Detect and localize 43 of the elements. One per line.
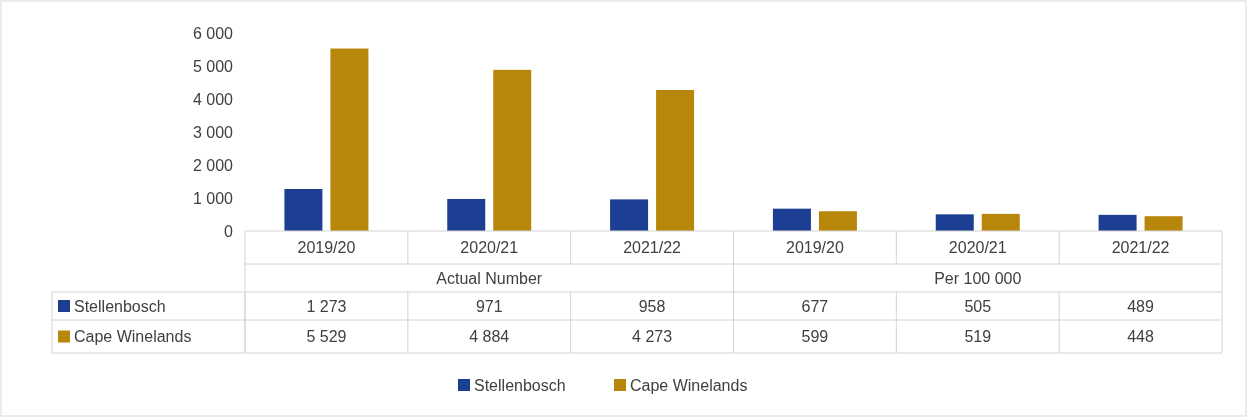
y-tick-label: 4 000 <box>192 90 234 108</box>
data-label: 519 <box>964 328 992 346</box>
data-label: 599 <box>801 328 829 346</box>
x-tick-label: 2019/20 <box>297 239 356 257</box>
data-label: 1 273 <box>306 297 347 315</box>
y-tick-label: 6 000 <box>192 24 234 42</box>
data-label: 5 529 <box>306 328 347 346</box>
text: Actual Number <box>436 269 543 287</box>
x-tick-label: 2020/21 <box>948 239 1007 257</box>
y-tick-label: 0 <box>224 222 234 240</box>
text: Stellenbosch <box>474 376 566 394</box>
bar <box>818 211 857 231</box>
text: Per 100 000 <box>934 269 1022 287</box>
y-tick-label: 3 000 <box>192 123 234 141</box>
data-label: 489 <box>1127 297 1155 315</box>
bar <box>935 214 974 231</box>
data-label: 448 <box>1127 328 1155 346</box>
y-tick-label: 5 000 <box>192 57 234 75</box>
bar <box>493 69 532 231</box>
x-tick-label: 2020/21 <box>460 239 519 257</box>
y-tick-label: 1 000 <box>192 189 234 207</box>
bar <box>447 198 486 231</box>
legend-label: Cape Winelands <box>630 376 748 394</box>
y-tick-label: 2 000 <box>192 156 234 174</box>
data-label: 505 <box>964 297 992 315</box>
bar <box>1144 216 1183 231</box>
bar <box>610 199 649 231</box>
text: Cape Winelands <box>74 328 192 346</box>
data-label: 958 <box>638 297 666 315</box>
bar <box>981 213 1020 231</box>
bar <box>284 188 323 231</box>
data-label: 4 884 <box>469 328 510 346</box>
bar <box>1098 214 1137 231</box>
data-label: 677 <box>801 297 829 315</box>
legend-label: Stellenbosch <box>74 297 166 315</box>
data-label: 971 <box>475 297 503 315</box>
bar <box>330 48 369 231</box>
x-tick-label: 2021/22 <box>623 239 682 257</box>
data-label: 4 273 <box>632 328 673 346</box>
x-tick-label: 2021/22 <box>1111 239 1170 257</box>
bar <box>772 208 811 231</box>
x-tick-label: 2019/20 <box>785 239 844 257</box>
bar <box>656 89 695 231</box>
